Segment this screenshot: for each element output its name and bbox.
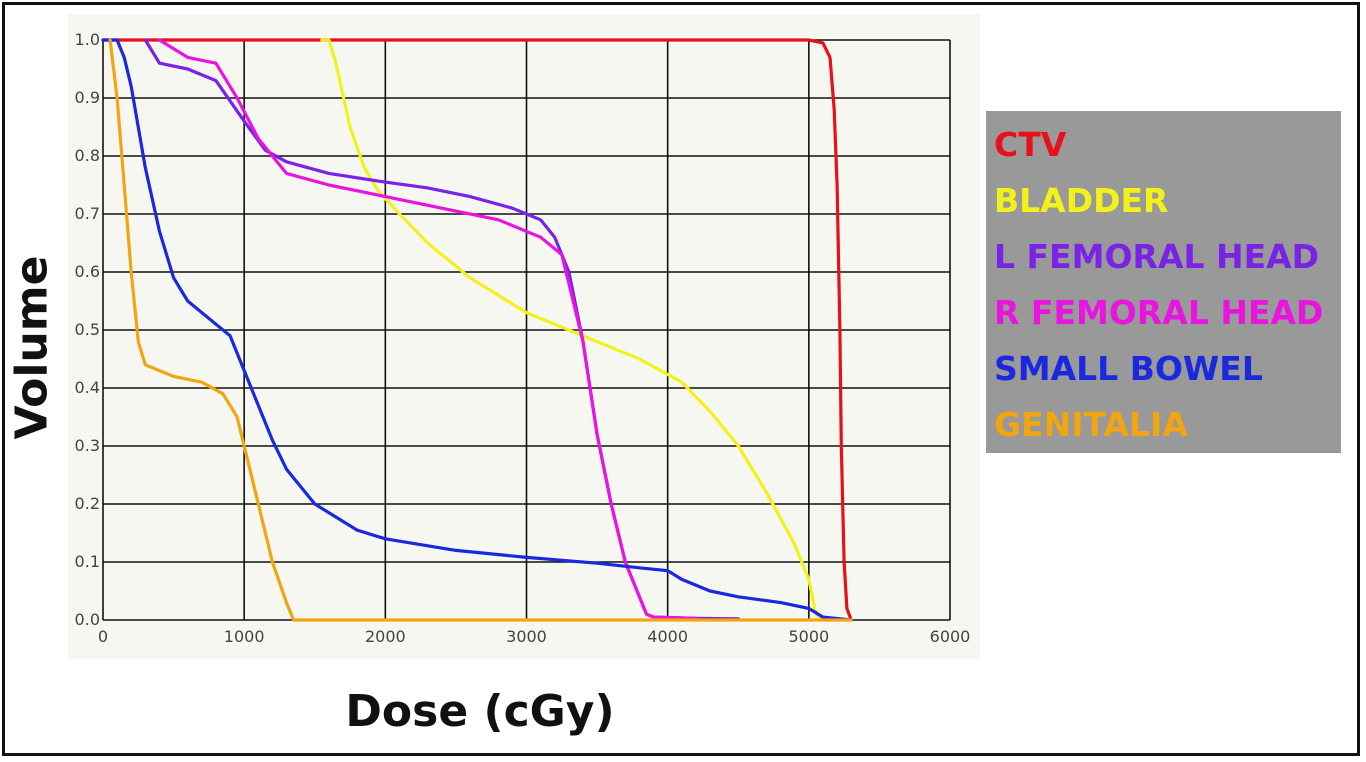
series-line-bladder [320, 38, 825, 622]
plot-background [68, 14, 980, 659]
legend-item-l-femoral-head: L FEMORAL HEAD [994, 237, 1320, 276]
y-tick-label: 0.6 [75, 262, 100, 281]
y-tick-label: 0.9 [75, 88, 100, 107]
x-tick-label: 0 [98, 627, 108, 646]
series-line-ctv [101, 38, 853, 622]
series-line-genitalia [108, 38, 853, 622]
y-tick-label: 0.1 [75, 552, 100, 571]
legend-item-r-femoral-head: R FEMORAL HEAD [994, 293, 1324, 332]
legend: CTV BLADDER L FEMORAL HEAD R FEMORAL HEA… [986, 111, 1341, 453]
series-line-small-bowel [101, 38, 853, 622]
legend-item-genitalia: GENITALIA [994, 405, 1188, 444]
x-tick-label: 1000 [224, 627, 265, 646]
x-tick-label: 5000 [788, 627, 829, 646]
x-tick-label: 4000 [647, 627, 688, 646]
y-tick-label: 0.3 [75, 436, 100, 455]
y-tick-label: 0.7 [75, 204, 100, 223]
y-tick-label: 0.5 [75, 320, 100, 339]
y-tick-label: 1.0 [75, 30, 100, 49]
legend-item-ctv: CTV [994, 125, 1067, 164]
y-tick-label: 0.4 [75, 378, 100, 397]
y-tick-label: 0.0 [75, 610, 100, 629]
series-line-r-femoral-head [157, 38, 698, 620]
legend-item-small-bowel: SMALL BOWEL [994, 349, 1263, 388]
y-tick-label: 0.2 [75, 494, 100, 513]
x-tick-label: 3000 [506, 627, 547, 646]
x-axis-title: Dose (cGy) [345, 686, 615, 737]
legend-item-bladder: BLADDER [994, 181, 1169, 220]
x-tick-label: 2000 [365, 627, 406, 646]
x-tick-label: 6000 [930, 627, 971, 646]
y-axis-title: Volume [6, 255, 58, 440]
y-tick-label: 0.8 [75, 146, 100, 165]
